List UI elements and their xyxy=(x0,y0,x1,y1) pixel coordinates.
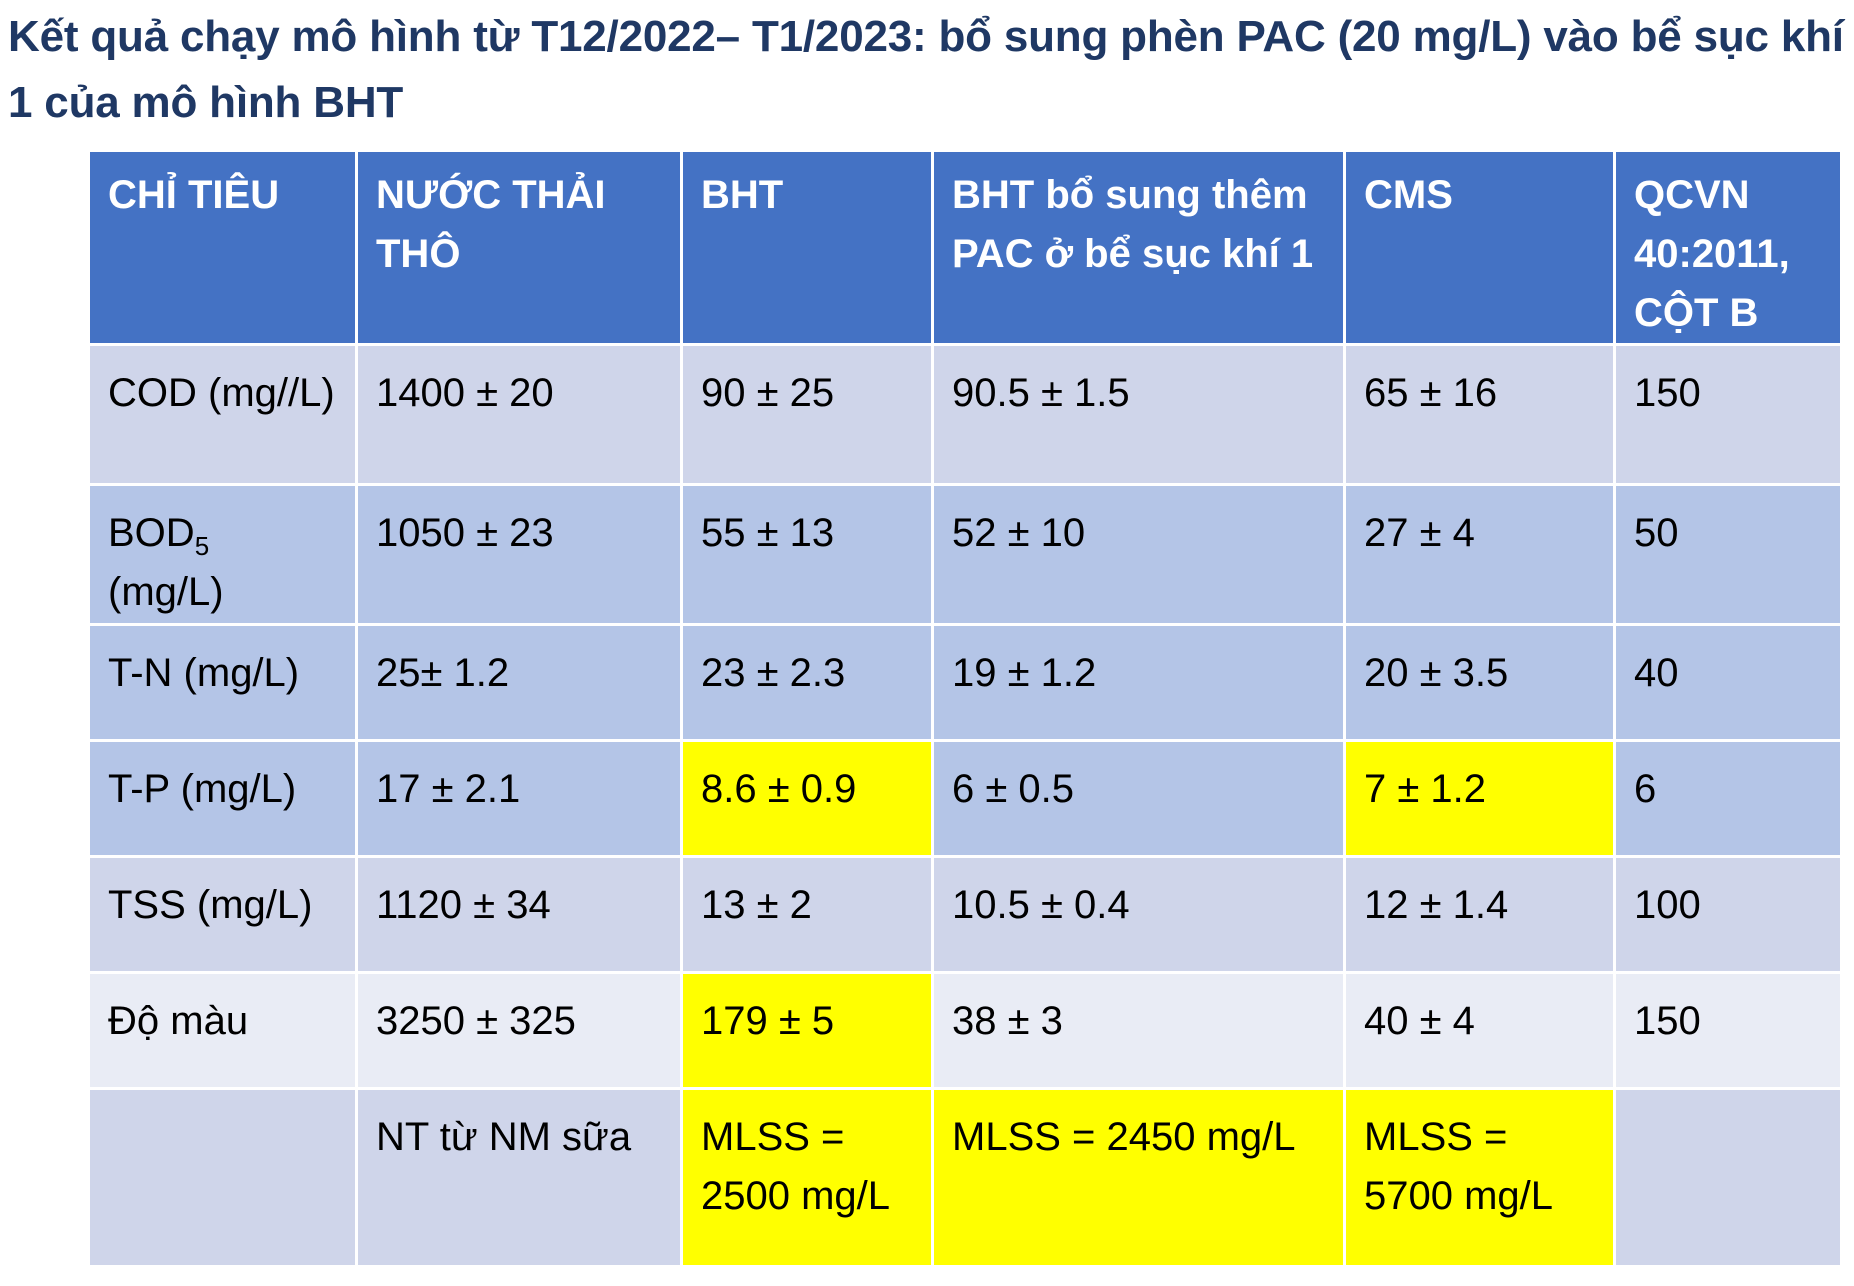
cell-qcvn xyxy=(1613,1087,1843,1268)
table-row-bod: BOD5 (mg/L) 1050 ± 23 55 ± 13 52 ± 10 27 … xyxy=(87,483,1843,626)
cell-bht-pac: 10.5 ± 0.4 xyxy=(931,855,1346,974)
cell-qcvn: 6 xyxy=(1613,739,1843,858)
cell-cms-highlighted: 7 ± 1.2 xyxy=(1343,739,1616,858)
cell-bht: 13 ± 2 xyxy=(680,855,934,974)
cell-indicator: T-P (mg/L) xyxy=(87,739,358,858)
cell-cms-highlighted: MLSS = 5700 mg/L xyxy=(1343,1087,1616,1268)
cell-indicator: BOD5 (mg/L) xyxy=(87,483,358,626)
cell-raw: 1400 ± 20 xyxy=(355,343,683,486)
cell-bht: 90 ± 25 xyxy=(680,343,934,486)
cell-bht-pac: 38 ± 3 xyxy=(931,971,1346,1090)
cell-qcvn: 150 xyxy=(1613,343,1843,486)
cell-indicator: T-N (mg/L) xyxy=(87,623,358,742)
table-row-tn: T-N (mg/L) 25± 1.2 23 ± 2.3 19 ± 1.2 20 … xyxy=(87,623,1843,742)
cell-qcvn: 50 xyxy=(1613,483,1843,626)
cell-qcvn: 40 xyxy=(1613,623,1843,742)
cell-indicator xyxy=(87,1087,358,1268)
cell-raw: 17 ± 2.1 xyxy=(355,739,683,858)
cell-bht-pac: 19 ± 1.2 xyxy=(931,623,1346,742)
slide-title: Kết quả chạy mô hình từ T12/2022– T1/202… xyxy=(8,12,1844,127)
bod-unit: (mg/L) xyxy=(108,570,224,614)
header-raw-wastewater: NƯỚC THẢI THÔ xyxy=(355,149,683,346)
results-table: CHỈ TIÊU NƯỚC THẢI THÔ BHT BHT bổ sung t… xyxy=(87,149,1843,1268)
cell-bht-pac: 90.5 ± 1.5 xyxy=(931,343,1346,486)
bod-subscript: 5 xyxy=(194,531,210,561)
table-row-tp: T-P (mg/L) 17 ± 2.1 8.6 ± 0.9 6 ± 0.5 7 … xyxy=(87,739,1843,858)
cell-cms: 40 ± 4 xyxy=(1343,971,1616,1090)
table-header-row: CHỈ TIÊU NƯỚC THẢI THÔ BHT BHT bổ sung t… xyxy=(87,149,1843,346)
cell-bht-highlighted: MLSS = 2500 mg/L xyxy=(680,1087,934,1268)
header-bht-pac: BHT bổ sung thêm PAC ở bể sục khí 1 xyxy=(931,149,1346,346)
cell-raw: 1050 ± 23 xyxy=(355,483,683,626)
cell-bht: 55 ± 13 xyxy=(680,483,934,626)
cell-raw: 1120 ± 34 xyxy=(355,855,683,974)
cell-indicator: TSS (mg/L) xyxy=(87,855,358,974)
cell-cms: 65 ± 16 xyxy=(1343,343,1616,486)
cell-bht-highlighted: 179 ± 5 xyxy=(680,971,934,1090)
cell-bht: 23 ± 2.3 xyxy=(680,623,934,742)
cell-raw: 3250 ± 325 xyxy=(355,971,683,1090)
cell-raw: 25± 1.2 xyxy=(355,623,683,742)
header-cms: CMS xyxy=(1343,149,1616,346)
table-row-mlss: NT từ NM sữa MLSS = 2500 mg/L MLSS = 245… xyxy=(87,1087,1843,1268)
cell-qcvn: 100 xyxy=(1613,855,1843,974)
header-qcvn: QCVN 40:2011, CỘT B xyxy=(1613,149,1843,346)
bod-label: BOD xyxy=(108,511,195,555)
cell-bht-pac: 52 ± 10 xyxy=(931,483,1346,626)
cell-cms: 27 ± 4 xyxy=(1343,483,1616,626)
table-row-cod: COD (mg//L) 1400 ± 20 90 ± 25 90.5 ± 1.5… xyxy=(87,343,1843,486)
table-row-tss: TSS (mg/L) 1120 ± 34 13 ± 2 10.5 ± 0.4 1… xyxy=(87,855,1843,974)
cell-raw: NT từ NM sữa xyxy=(355,1087,683,1268)
cell-cms: 12 ± 1.4 xyxy=(1343,855,1616,974)
cell-qcvn: 150 xyxy=(1613,971,1843,1090)
cell-bht-pac-highlighted: MLSS = 2450 mg/L xyxy=(931,1087,1346,1268)
cell-cms: 20 ± 3.5 xyxy=(1343,623,1616,742)
cell-bht-highlighted: 8.6 ± 0.9 xyxy=(680,739,934,858)
header-bht: BHT xyxy=(680,149,934,346)
cell-bht-pac: 6 ± 0.5 xyxy=(931,739,1346,858)
cell-indicator: COD (mg//L) xyxy=(87,343,358,486)
header-indicator: CHỈ TIÊU xyxy=(87,149,358,346)
cell-indicator: Độ màu xyxy=(87,971,358,1090)
table-row-color: Độ màu 3250 ± 325 179 ± 5 38 ± 3 40 ± 4 … xyxy=(87,971,1843,1090)
